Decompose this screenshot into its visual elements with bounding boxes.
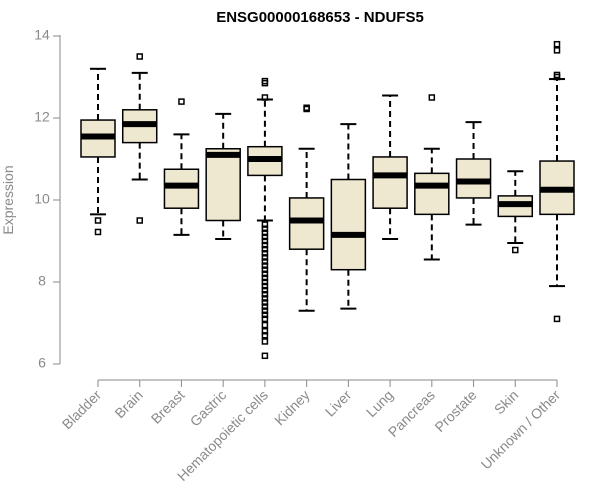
box-breast [163,98,200,236]
outlier-point [136,53,143,60]
box-liver [330,123,367,310]
outlier-point [261,274,269,282]
outlier-point [512,246,519,254]
iqr-box [288,197,325,250]
box-brain [121,53,158,224]
box-lung [372,94,408,240]
y-tick-label: 8 [38,273,46,289]
x-tick-label: Unknown / Other [478,387,564,473]
x-tick-label: Bladder [59,387,105,433]
y-ticks: 6 8 10 12 14 [34,27,60,371]
outlier-point [136,217,143,224]
iqr-box [455,158,492,199]
x-tick-label: Brain [111,387,145,421]
outlier-point [261,270,269,278]
y-tick-label: 12 [34,109,50,125]
outlier-point [261,282,269,290]
outlier-point [261,241,269,249]
iqr-box [163,168,200,209]
outlier-point [261,94,269,101]
outlier-point [261,352,269,360]
outlier-point [261,295,269,302]
outlier-point [261,250,269,257]
outlier-point [261,303,269,310]
outlier-point [303,105,310,113]
box-gastric [205,112,241,240]
outlier-point [261,225,269,232]
box-skin [497,170,534,254]
outlier-point [261,338,269,345]
outlier-point [261,233,269,241]
outlier-point [261,311,269,319]
box-unknown-other [539,40,575,323]
outlier-point [553,47,561,54]
outlier-point [261,229,269,237]
outlier-point [94,228,102,236]
iqr-box [372,156,408,209]
outlier-point [261,258,269,265]
outlier-point [553,73,561,81]
box-pancreas [414,94,450,261]
outlier-point [261,315,269,323]
box-kidney [288,104,325,312]
outlier-point [261,299,269,306]
outlier-point [261,79,269,87]
x-tick-label: Kidney [271,387,313,429]
outlier-point [261,286,269,294]
outlier-point [261,245,269,253]
iqr-box [205,148,241,222]
boxes [80,40,575,360]
chart-title: ENSG00000168653 - NDUFS5 [216,9,424,26]
outlier-point [553,315,561,323]
outlier-point [94,217,102,224]
outlier-point [261,266,269,273]
box-bladder [80,67,116,236]
x-tick-label: Breast [148,387,188,427]
outlier-point [261,221,269,228]
x-tick-label: Skin [491,387,522,418]
x-tick-label: Prostate [431,387,479,435]
y-axis-label: Expression [0,165,16,234]
iqr-box [414,172,450,216]
y-tick-label: 10 [34,191,50,207]
outlier-point [261,307,269,314]
y-tick-label: 14 [34,27,50,43]
outlier-point [261,321,269,329]
outlier-point [261,278,269,286]
outlier-point [261,332,269,339]
iqr-box [330,178,367,271]
outlier-point [553,40,561,48]
y-tick-label: 6 [38,355,46,371]
box-hematopoietic-cells [247,77,283,360]
outlier-point [261,237,269,245]
outlier-point [261,262,269,269]
x-tick-label: Lung [363,387,396,420]
x-tick-label: Liver [322,387,355,420]
outlier-point [261,254,269,261]
outlier-point [178,98,185,105]
outlier-point [428,94,436,101]
outlier-point [261,327,269,335]
box-prostate [455,121,492,226]
outlier-point [261,291,269,298]
